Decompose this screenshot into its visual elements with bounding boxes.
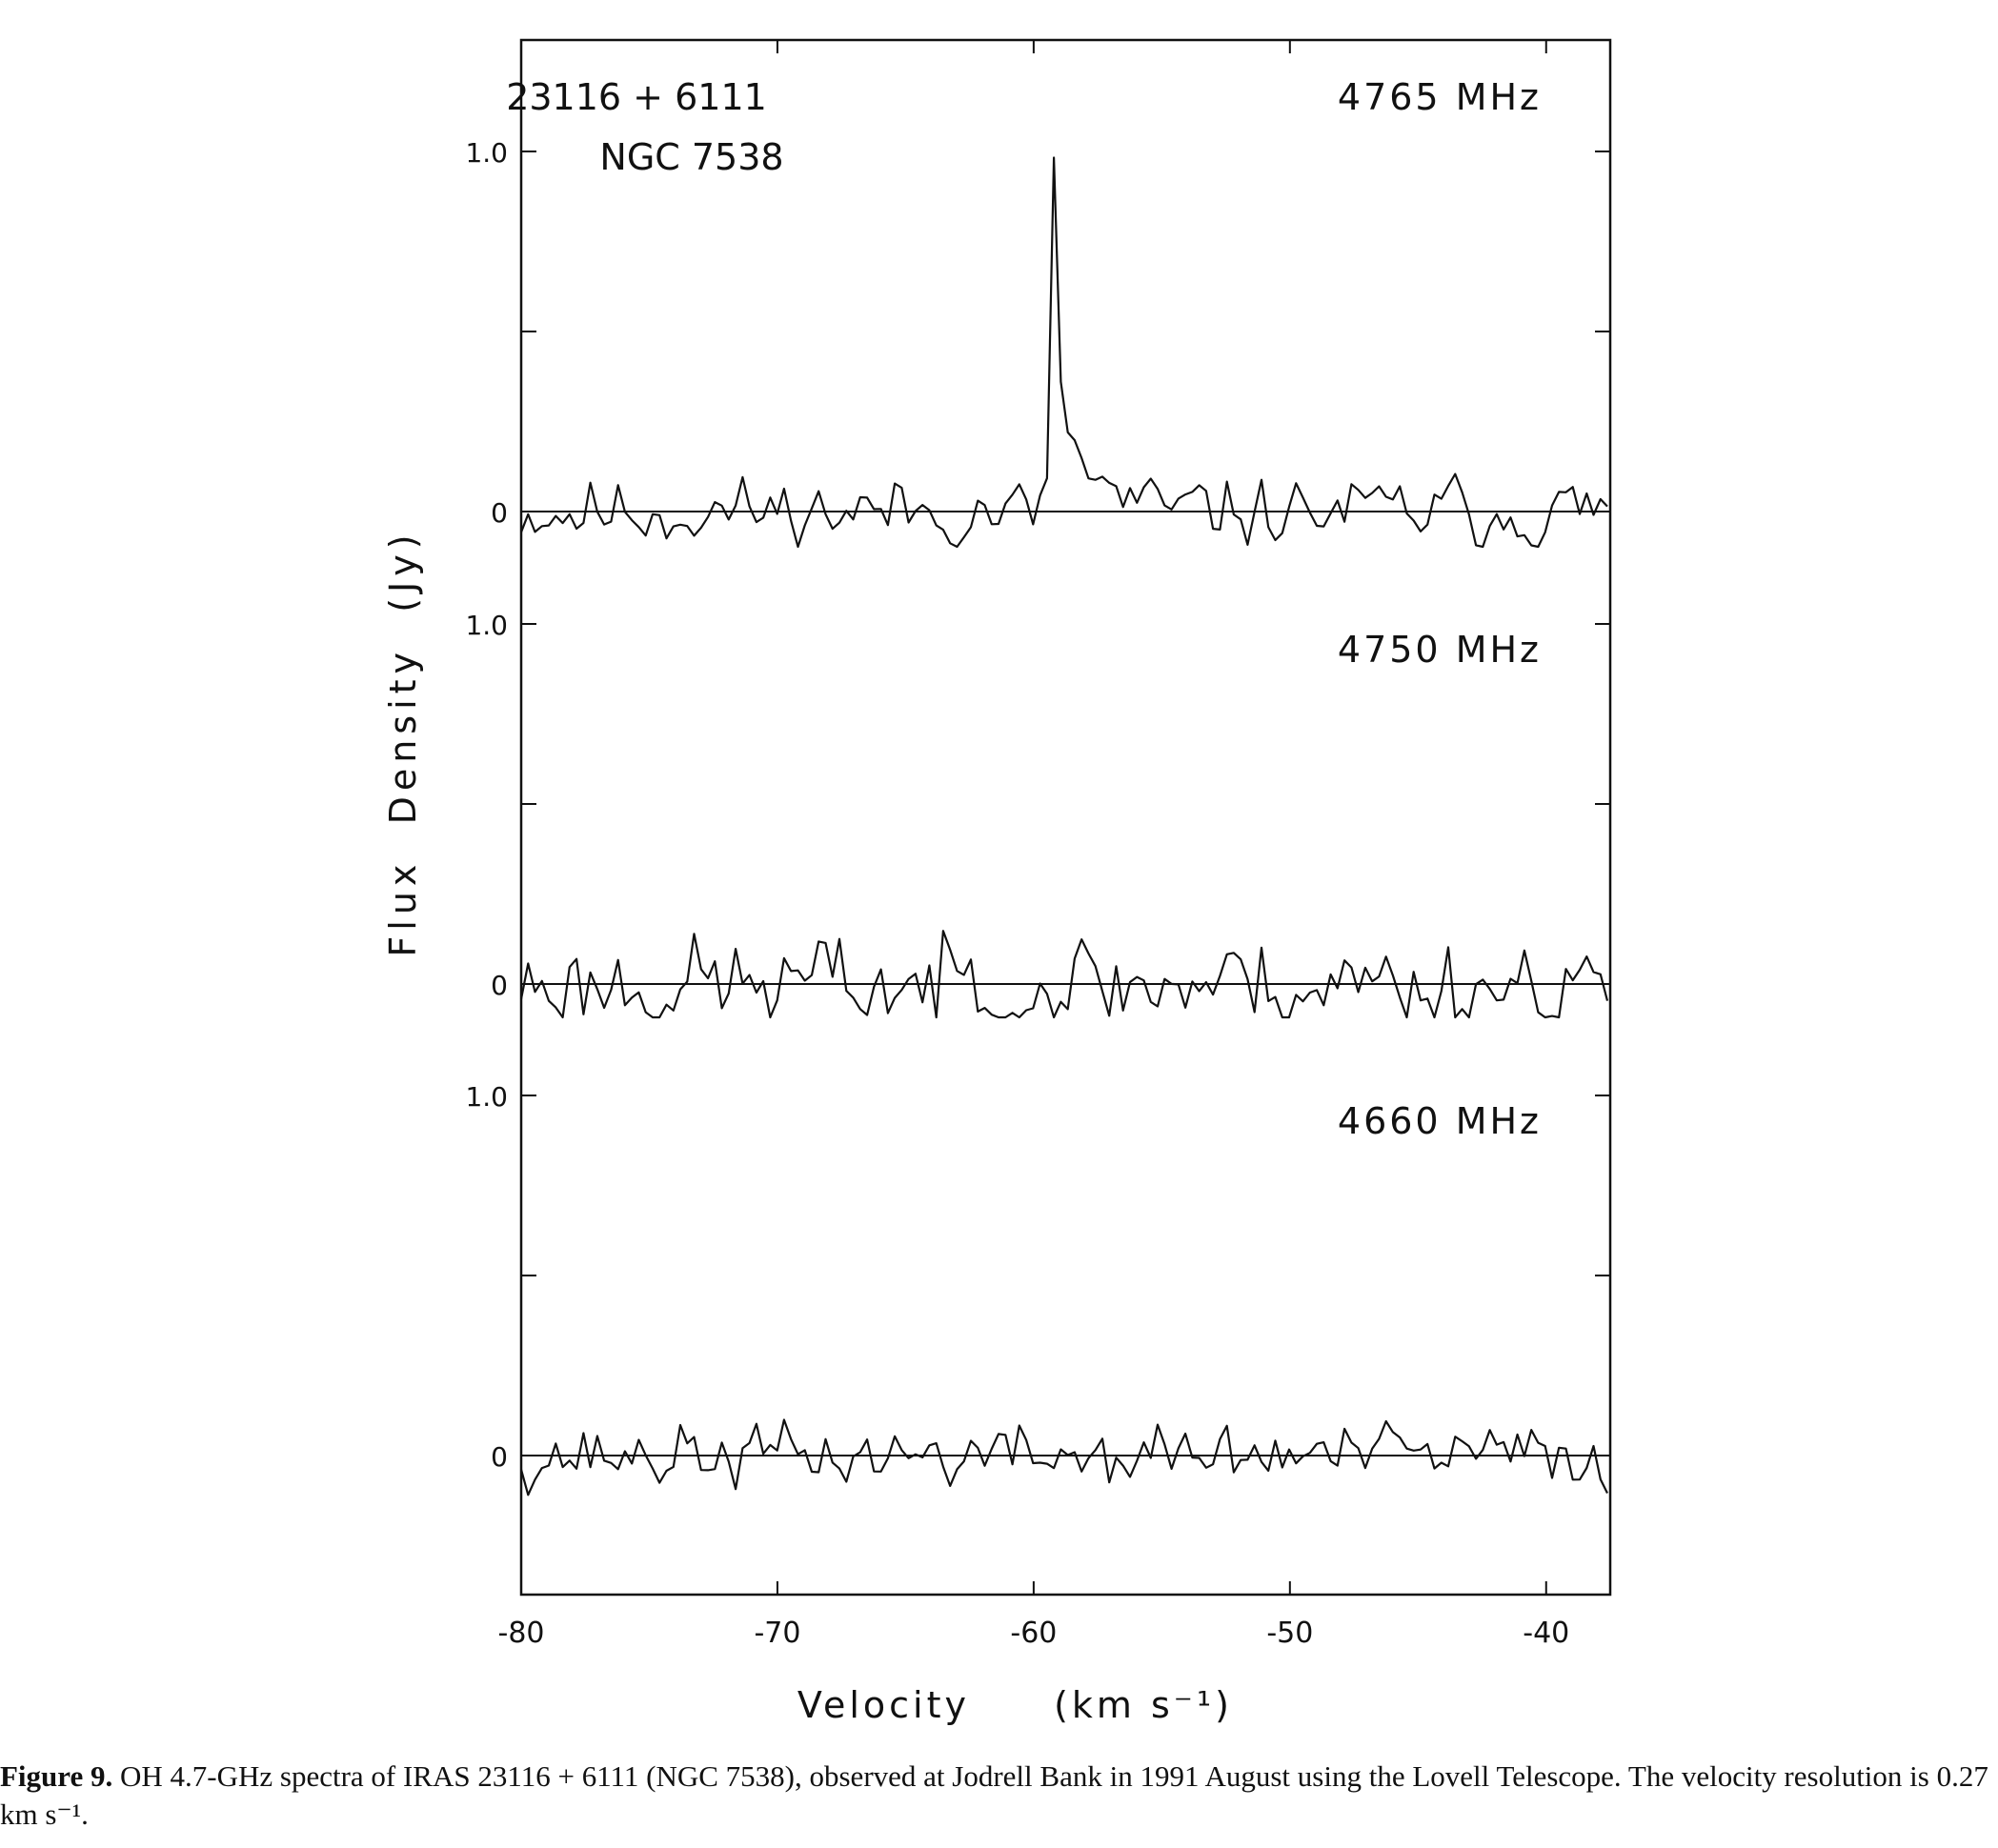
spectra-chart: -80 -70 -60 -50 -40 0 1.0 4765 MHz 0 1.0 4750 MHz 0… (382, 38, 1612, 1726)
spectrum-line (519, 156, 1608, 549)
x-tick-label: -80 (498, 1617, 545, 1650)
x-tick-label: -60 (1010, 1617, 1057, 1650)
y-tick-label: 0 (491, 497, 508, 529)
plot-frame (519, 38, 1612, 1597)
series-label: 4660 MHz (1338, 1100, 1542, 1142)
y-tick-label: 0 (491, 1441, 508, 1473)
y-tick-label: 1.0 (465, 137, 508, 169)
spectrum-line (519, 930, 1609, 1019)
x-tick-label: -70 (754, 1617, 800, 1650)
x-tick-label: -40 (1523, 1617, 1569, 1650)
series-label: 4765 MHz (1338, 76, 1542, 118)
caption-text: OH 4.7-GHz spectra of IRAS 23116 + 6111 … (0, 1759, 1988, 1831)
figure-caption: Figure 9. OH 4.7-GHz spectra of IRAS 231… (0, 1758, 1998, 1834)
y-axis-label: Flux Density (Jy) (382, 529, 424, 956)
chart-marks: -80 -70 -60 -50 -40 0 1.0 4765 MHz 0 1.0 4750 MHz 0… (465, 40, 1610, 1650)
spectrum-line (519, 1418, 1608, 1496)
y-tick-label: 1.0 (465, 1081, 508, 1113)
y-tick-label: 1.0 (465, 610, 508, 641)
source-label: 23116 + 6111 (506, 76, 767, 118)
y-tick-label: 0 (491, 970, 508, 1001)
object-label: NGC 7538 (599, 136, 783, 178)
x-tick-label: -50 (1266, 1617, 1313, 1650)
x-axis-label: Velocity (797, 1684, 970, 1726)
x-axis-unit: (km s⁻¹) (1054, 1684, 1233, 1726)
series-label: 4750 MHz (1338, 629, 1542, 671)
caption-label: Figure 9. (0, 1759, 113, 1793)
